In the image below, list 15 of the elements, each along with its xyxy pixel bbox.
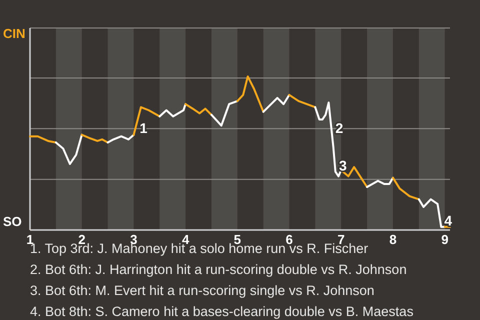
annotation: 1	[140, 120, 148, 136]
text: 2. Bot 6th: J. Harrington hit a run-scoring double vs R. Johnson	[30, 262, 407, 277]
x-tick-label: 9	[441, 232, 448, 247]
annotation: 2	[335, 120, 344, 136]
x-tick-label: 6	[286, 232, 293, 247]
x-tick-label: 7	[337, 232, 345, 247]
text: SO	[3, 214, 22, 229]
annotation: 4	[444, 212, 452, 229]
x-tick-label: 8	[389, 232, 397, 247]
x-tick-label: 5	[234, 232, 242, 247]
annotation: 3	[338, 157, 347, 174]
text: CIN	[3, 26, 26, 41]
text: 4. Bot 8th: S. Camero hit a bases-clearing double vs B. Maestas	[30, 304, 414, 319]
x-tick-label: 2	[78, 232, 86, 247]
text: 3. Bot 6th: M. Evert hit a run-scoring single vs R. Johnson	[30, 283, 374, 298]
